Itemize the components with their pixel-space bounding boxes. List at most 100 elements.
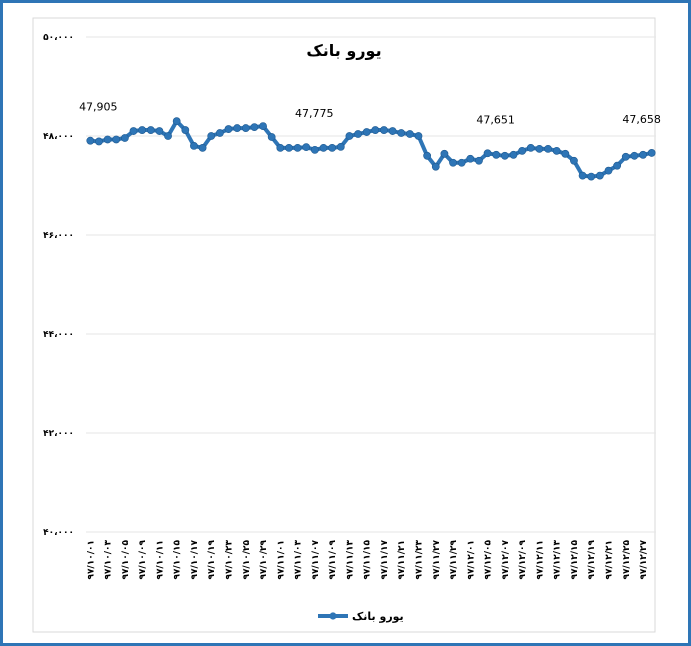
marker (146, 126, 155, 134)
x-tick-label: ۹۷/۱۲/۰۷ (501, 540, 511, 580)
marker (172, 117, 181, 126)
x-tick-label: ۹۷/۱۱/۲۳ (415, 540, 425, 580)
marker (181, 126, 190, 134)
marker (587, 172, 596, 181)
data-label: 47,651 (476, 113, 515, 126)
marker (259, 122, 267, 130)
x-tick-label: ۹۷/۱۰/۲۹ (259, 540, 269, 580)
x-tick-label: ۹۷/۱۰/۰۳ (104, 540, 114, 580)
marker (561, 149, 570, 158)
y-tick-label: ۵۰،۰۰۰ (43, 33, 74, 43)
marker (518, 146, 527, 155)
marker (241, 124, 250, 132)
legend-label: یورو بانک (352, 610, 404, 623)
marker (449, 158, 457, 167)
y-tick-label: ۴۰،۰۰۰ (43, 528, 74, 538)
marker (613, 161, 622, 170)
marker (328, 143, 337, 152)
marker (319, 143, 328, 152)
data-label: 47,658 (622, 113, 661, 126)
y-tick-label: ۴۶،۰۰۰ (43, 231, 74, 241)
marker (293, 143, 302, 152)
marker (86, 136, 95, 145)
legend-marker (329, 612, 337, 620)
marker (164, 132, 172, 140)
marker (500, 151, 509, 160)
x-tick-label: ۹۷/۱۱/۰۳ (294, 540, 304, 580)
marker (129, 127, 138, 135)
x-tick-label: ۹۷/۱۱/۲۹ (449, 540, 459, 580)
marker (526, 143, 535, 152)
y-tick-label: ۴۸،۰۰۰ (43, 132, 74, 142)
marker (112, 135, 121, 144)
marker (483, 149, 492, 158)
x-tick-label: ۹۷/۱۱/۱۷ (380, 540, 390, 580)
data-label: 47,905 (79, 101, 118, 114)
marker (302, 143, 311, 152)
marker (207, 132, 216, 140)
marker (440, 149, 449, 158)
marker (285, 143, 293, 152)
marker (595, 171, 604, 180)
x-tick-label: ۹۷/۱۱/۲۷ (432, 540, 442, 580)
marker (466, 154, 475, 163)
marker (509, 150, 518, 159)
marker (397, 129, 406, 137)
x-tick-label: ۹۷/۱۰/۱۵ (173, 540, 183, 580)
marker (405, 130, 414, 138)
marker (95, 137, 103, 146)
y-tick-label: ۴۲،۰۰۰ (43, 429, 74, 439)
marker (215, 129, 224, 137)
x-tick-label: ۹۷/۱۰/۲۵ (242, 540, 252, 580)
data-label: 47,775 (295, 107, 334, 120)
x-tick-label: ۹۷/۱۲/۲۵ (622, 540, 632, 580)
marker (267, 133, 276, 141)
marker (190, 141, 198, 150)
marker (354, 130, 362, 138)
marker (570, 156, 578, 165)
marker (371, 126, 380, 134)
marker (224, 125, 233, 133)
chart-title: یورو بانک (306, 41, 381, 60)
x-tick-label: ۹۷/۱۱/۰۷ (311, 540, 321, 580)
marker (155, 127, 164, 135)
marker (120, 134, 129, 142)
x-tick-label: ۹۷/۱۲/۰۹ (518, 540, 528, 580)
marker (103, 135, 112, 144)
marker (233, 124, 242, 132)
x-tick-label: ۹۷/۱۰/۰۱ (86, 540, 96, 580)
x-tick-label: ۹۷/۱۰/۰۵ (121, 540, 131, 580)
marker (492, 150, 501, 159)
x-tick-label: ۹۷/۱۲/۱۱ (535, 540, 545, 580)
x-tick-label: ۹۷/۱۰/۲۳ (225, 540, 235, 580)
marker (336, 142, 345, 151)
marker (198, 143, 207, 152)
marker (578, 171, 587, 180)
marker (604, 166, 613, 175)
x-tick-label: ۹۷/۱۲/۰۱ (466, 540, 476, 580)
marker (552, 146, 561, 155)
marker (457, 158, 466, 167)
marker (345, 132, 354, 140)
x-tick-label: ۹۷/۱۲/۱۳ (553, 540, 563, 580)
x-tick-label: ۹۷/۱۱/۲۱ (397, 540, 407, 580)
x-tick-label: ۹۷/۱۰/۱۱ (155, 540, 165, 580)
marker (250, 123, 259, 131)
x-tick-label: ۹۷/۱۱/۱۵ (363, 540, 373, 580)
marker (647, 149, 656, 157)
chart-area (32, 17, 656, 633)
marker (276, 143, 285, 152)
y-tick-label: ۴۴،۰۰۰ (43, 330, 74, 340)
marker (544, 144, 552, 153)
marker (535, 144, 544, 153)
x-tick-label: ۹۷/۱۰/۱۹ (207, 540, 217, 580)
marker (621, 152, 630, 161)
x-tick-label: ۹۷/۱۱/۰۹ (328, 540, 338, 580)
x-tick-label: ۹۷/۱۲/۰۵ (484, 540, 494, 580)
marker (431, 162, 440, 171)
marker (362, 128, 371, 136)
x-tick-label: ۹۷/۱۲/۲۱ (605, 540, 615, 580)
marker (138, 126, 147, 134)
marker (475, 156, 483, 165)
